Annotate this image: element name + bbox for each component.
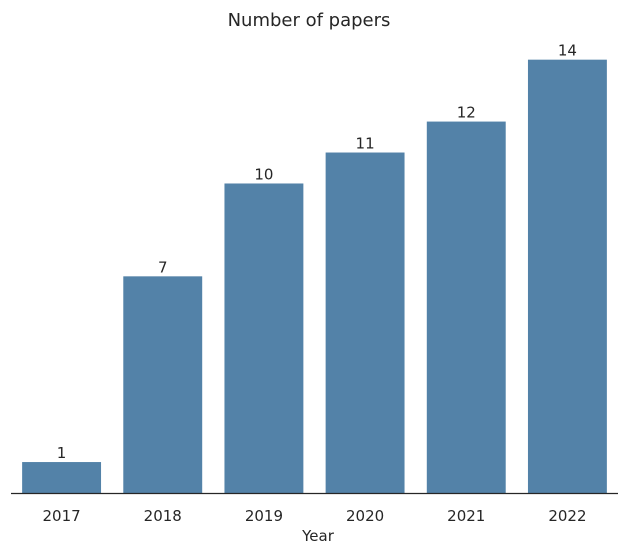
bar-2017 <box>22 462 102 493</box>
x-tick-labels-group: 2017 2018 2019 2020 2021 2022 <box>42 507 586 525</box>
x-tick-label-2022: 2022 <box>548 507 586 525</box>
bar-2022 <box>527 59 607 494</box>
data-label-2022: 14 <box>558 42 577 60</box>
x-tick-label-2020: 2020 <box>346 507 384 525</box>
data-labels-group: 1 7 10 11 12 14 <box>57 42 577 462</box>
x-tick-label-2017: 2017 <box>42 507 80 525</box>
x-tick-label-2021: 2021 <box>447 507 485 525</box>
bar-2021 <box>426 121 506 493</box>
x-tick-label-2019: 2019 <box>245 507 283 525</box>
data-label-2018: 7 <box>158 258 168 276</box>
bars-group <box>22 59 607 494</box>
bar-2018 <box>123 276 203 493</box>
x-axis-label: Year <box>301 527 335 544</box>
bar-2020 <box>325 152 405 493</box>
x-tick-label-2018: 2018 <box>144 507 182 525</box>
chart-title: Number of papers <box>228 10 391 31</box>
data-label-2019: 10 <box>254 165 273 183</box>
bar-2019 <box>224 183 304 494</box>
data-label-2020: 11 <box>356 135 375 153</box>
data-label-2021: 12 <box>457 104 476 122</box>
data-label-2017: 1 <box>57 444 67 462</box>
